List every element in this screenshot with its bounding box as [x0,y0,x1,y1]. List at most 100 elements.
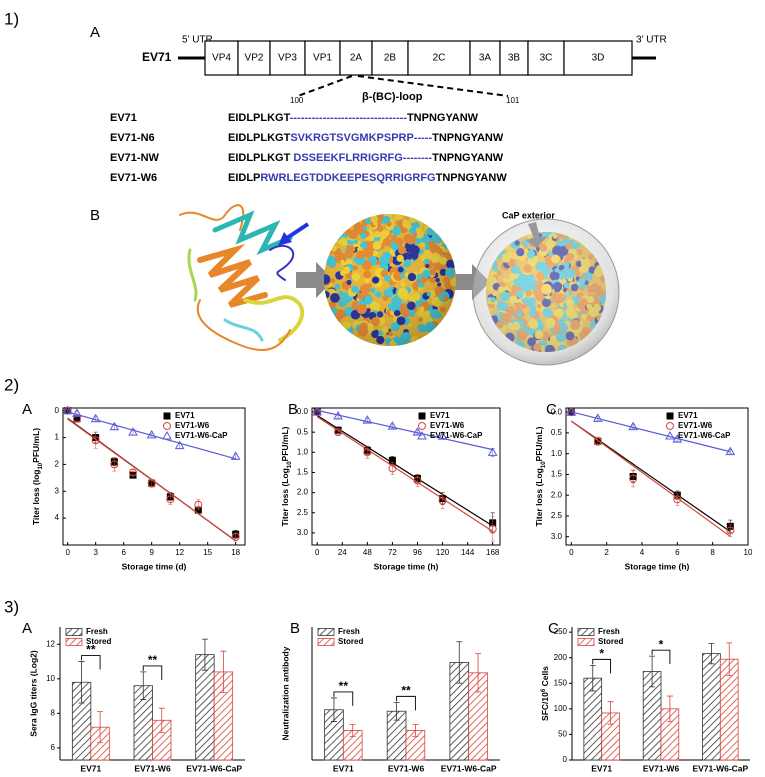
point [387,421,398,430]
sequence-part: EIDLPLKGT [228,152,293,164]
error-bar [726,642,733,676]
legend-label: Stored [86,637,111,646]
sequence-name: EV71 [110,112,137,124]
segment-label: 3A [479,53,492,64]
y-tick-label: 2.5 [551,511,563,520]
point [128,427,138,436]
point [673,495,682,504]
point [166,495,175,504]
y-axis-label-part: Titer loss (Log [280,468,290,526]
point [362,415,373,424]
point [363,448,372,457]
point [129,468,137,477]
loop-index: 100 [290,96,304,105]
point [593,437,602,446]
error-bar [131,469,135,476]
trend-line [316,414,494,527]
x-tick-label: EV71-W6-CaP [692,763,748,773]
sequence-name: EV71-N6 [110,132,155,144]
x-tick-label: 2 [604,548,609,557]
sequence-part: -------------------------------- [290,112,408,124]
significance-bracket [81,655,101,670]
error-bar [649,655,656,688]
legend-label: Fresh [86,627,108,636]
genome-segment [204,40,239,76]
error-bar [456,641,463,684]
y-tick-label: 12 [46,639,55,648]
capsid-shade [324,214,456,346]
point [91,436,100,445]
x-tick-label: 0 [65,548,70,557]
error-bar [607,701,614,725]
y-tick-label: 150 [554,678,568,687]
y-axis-label: Sera IgG titers (Log2) [28,650,38,737]
error-bar [112,457,117,472]
y-tick-label: 200 [554,653,568,662]
legend-label: EV71 [678,411,698,420]
x-tick-label: EV71 [333,763,354,773]
plot-frame [311,407,501,546]
y-axis-label-sup: 6 [541,688,547,692]
x-tick-label: 6 [121,548,126,557]
y-tick-label: 250 [554,627,568,636]
genome-segment [499,40,529,76]
legend-swatch [65,638,83,646]
legend-marker [418,412,426,420]
point [109,421,120,431]
y-axis-label: Titer loss (Log10PFU/mL) [534,426,546,526]
sequence-part: DSSEEKFLRRIGRFG-------- [293,152,432,164]
x-axis-label: Storage time (h) [625,561,690,571]
panel-label: C [546,401,557,418]
sequence-part: EIDLPLKGT [228,132,291,144]
point [231,532,240,541]
point [62,405,73,415]
sequence-part: TNPNGYANW [407,112,479,124]
y-tick-label: 0.5 [551,428,563,437]
sequence-part: EIDLPLKGT [228,112,291,124]
utr-label: 3’ UTR [636,35,667,46]
error-bar [475,653,482,693]
significance-bracket [592,658,612,674]
y-tick-label: 0.5 [297,427,309,436]
significance-bracket [142,665,163,680]
y-tick-label: 2.0 [297,488,309,497]
legend-label: EV71 [175,411,195,420]
panel-label: B [290,620,300,637]
legend-label: Fresh [338,627,360,636]
y-tick-label: 4 [55,513,60,522]
y-axis-label: SFC/106 Cells [540,666,550,721]
x-tick-label: 15 [203,548,212,557]
significance-label: ** [401,684,411,698]
x-tick-label: 8 [710,548,715,557]
cap-shell [472,218,620,366]
error-bar [675,492,680,506]
error-bar [708,642,715,665]
y-axis-label: Titer loss (Log10PFU/mL) [280,426,292,526]
y-axis-label-part: Titer loss (log [31,470,41,526]
arrow [296,262,334,298]
point [312,407,323,416]
legend-marker [163,422,171,430]
segment-label: 3D [592,53,605,64]
x-axis-label: Storage time (d) [122,561,187,571]
legend-marker [666,412,674,420]
segment-label: VP3 [278,53,297,64]
point [388,464,397,473]
legend-marker [666,422,674,430]
point [333,411,343,420]
genome-name: EV71 [142,50,172,64]
y-tick-label: 1.0 [297,447,309,456]
panel-label: A [22,620,32,637]
genome-segment [469,40,501,76]
genome-segment [407,40,471,76]
point [566,407,577,416]
x-tick-label: EV71-W6-CaP [441,763,497,773]
y-tick-label: 3.0 [551,532,563,541]
error-bar [149,478,154,488]
sequence-part: TNPNGYANW [432,132,504,144]
x-tick-label: 3 [93,548,98,557]
legend-swatch [577,628,595,636]
y-tick-label: 0.0 [551,407,563,416]
protein-ribbon [179,204,305,351]
sequence: EIDLPLKGTSVKRGTSVGMKPSPRP-----TNPNGYANW [228,132,504,144]
